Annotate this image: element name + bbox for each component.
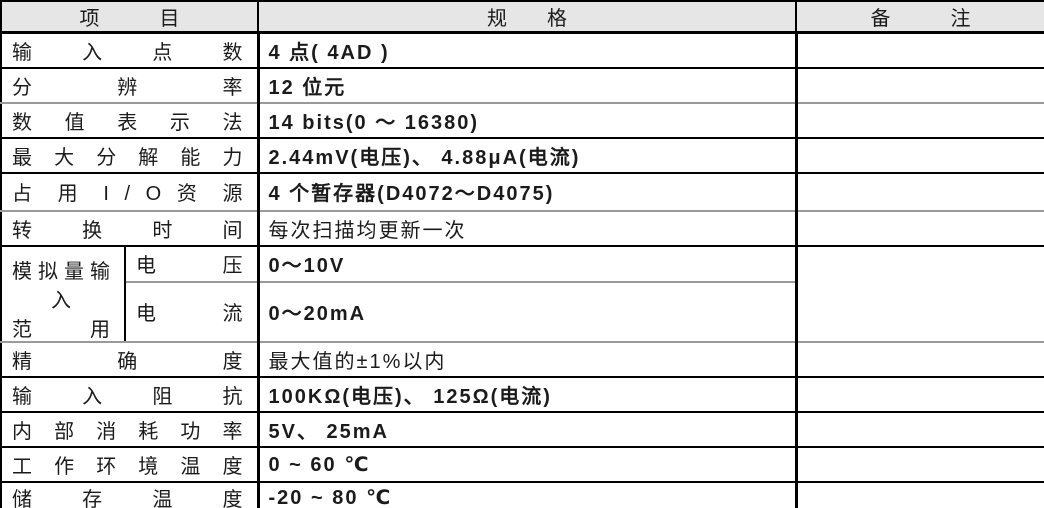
table-row-resolution: 分 辨 率 12 位元: [0, 66, 1044, 104]
spec-value: 每次扫描均更新一次: [256, 209, 797, 247]
row-item-label: 内 部 消 耗 功 率: [0, 410, 259, 448]
row-item-label: 占 用 I / O 资 源: [0, 171, 259, 212]
analog-label-line1: 模 拟 量 输: [12, 260, 110, 283]
remark-cell: [794, 340, 1044, 378]
table-row-internal-power: 内 部 消 耗 功 率 5V、 25mA: [0, 410, 1044, 448]
table-row-accuracy: 精 确 度 最大值的±1%以内: [0, 340, 1044, 378]
header-row: 项 目 规 格 备 注: [0, 0, 1044, 34]
spec-value: 14 bits(0 ～ 16380): [256, 101, 797, 139]
spec-value: 4 个暂存器(D4072～D4075): [256, 171, 797, 212]
analog-range-label-lines: 模 拟 量 输 入 范 用: [3, 253, 123, 340]
table-row-input-points: 输 入 点 数 4 点( 4AD ): [0, 31, 1044, 69]
analog-range-label: 模 拟 量 输 入 范 用: [0, 244, 126, 343]
spec-value: 12 位元: [256, 66, 797, 104]
remark-cell: [794, 244, 1044, 343]
spec-value: 5V、 25mA: [256, 410, 797, 448]
table-row-analog-current: 电 流 0～20mA: [1, 280, 1044, 343]
row-item-label: 工 作 环 境 温 度: [0, 445, 259, 483]
remark-cell: [794, 480, 1044, 508]
spec-value: 100KΩ(电压)、 125Ω(电流): [256, 375, 797, 413]
remark-cell: [794, 410, 1044, 448]
table-row-value-representation: 数 值 表 示 法 14 bits(0 ～ 16380): [0, 101, 1044, 139]
remark-cell: [794, 375, 1044, 413]
spec-value: 最大值的±1%以内: [256, 340, 797, 378]
remark-cell: [794, 445, 1044, 483]
spec-value: 0～10V: [256, 244, 797, 283]
table-row-input-impedance: 输 入 阻 抗 100KΩ(电压)、 125Ω(电流): [0, 375, 1044, 413]
col-header-remark: 备 注: [795, 0, 1044, 34]
remark-cell: [794, 171, 1044, 212]
row-item-label: 精 确 度: [0, 340, 259, 378]
col-header-item: 项 目: [0, 0, 259, 34]
spec-value: -20 ~ 80 ℃: [256, 480, 797, 508]
remark-cell: [794, 66, 1044, 104]
table-row-operating-temperature: 工 作 环 境 温 度 0 ~ 60 ℃: [0, 445, 1044, 483]
table-row-storage-temperature: 储 存 温 度 -20 ~ 80 ℃: [0, 480, 1044, 508]
analog-label-line2: 入: [51, 289, 71, 312]
remark-cell: [794, 31, 1044, 69]
row-item-label: 输 入 阻 抗: [0, 375, 259, 413]
table-row-analog-voltage: 模 拟 量 输 入 范 用 电 压 0～10V: [0, 244, 1044, 343]
remark-cell: [794, 136, 1044, 174]
spec-value: 0 ~ 60 ℃: [256, 445, 797, 483]
spec-value: 2.44mV(电压)、 4.88μA(电流): [256, 136, 797, 174]
table-row-io-resource: 占 用 I / O 资 源 4 个暂存器(D4072～D4075): [0, 171, 1044, 212]
row-item-label: 输 入 点 数: [0, 31, 259, 69]
row-item-label: 数 值 表 示 法: [0, 101, 259, 139]
sub-item-current: 电 流: [124, 280, 259, 343]
analog-label-line3: 范 用: [12, 318, 110, 341]
remark-cell: [794, 209, 1044, 247]
spec-value: 4 点( 4AD ): [256, 31, 797, 69]
row-item-label: 转 换 时 间: [0, 209, 259, 247]
remark-cell: [794, 101, 1044, 139]
row-item-label: 最 大 分 解 能 力: [0, 136, 259, 174]
row-item-label: 分 辨 率: [0, 66, 259, 104]
row-item-label: 储 存 温 度: [0, 480, 259, 508]
table-row-max-resolution: 最 大 分 解 能 力 2.44mV(电压)、 4.88μA(电流): [0, 136, 1044, 174]
spec-value: 0～20mA: [256, 280, 797, 343]
col-header-spec: 规 格: [257, 0, 797, 34]
sub-item-voltage: 电 压: [124, 244, 259, 283]
table-row-conversion-time: 转 换 时 间 每次扫描均更新一次: [0, 209, 1044, 247]
